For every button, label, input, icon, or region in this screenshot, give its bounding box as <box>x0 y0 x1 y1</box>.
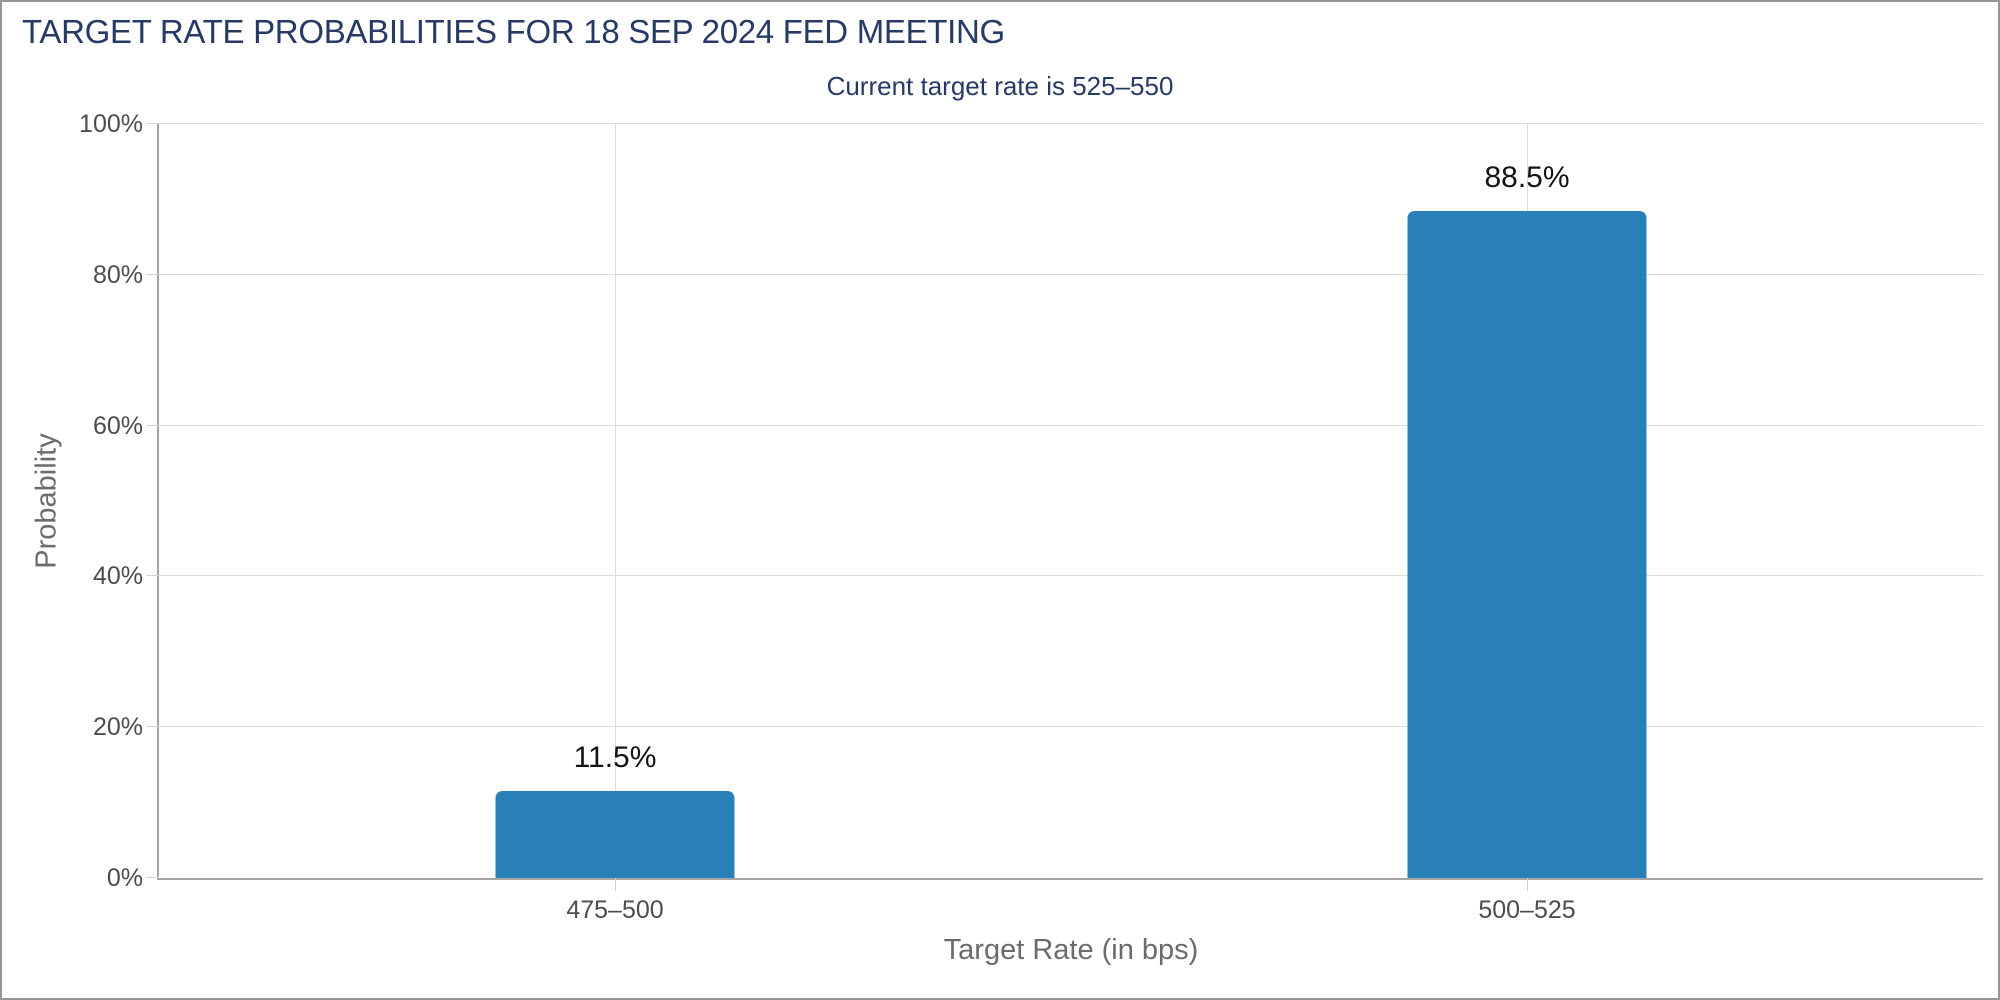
y-tick-label: 40% <box>92 562 143 591</box>
category-slot: 11.5% 475–500 <box>159 124 1071 924</box>
y-axis-title: Probability <box>30 433 63 569</box>
x-tick-label: 500–525 <box>1478 896 1576 924</box>
y-axis-tick <box>146 273 159 275</box>
y-axis-tick <box>146 123 159 124</box>
x-gridline <box>615 124 616 878</box>
y-gridline <box>159 123 1983 124</box>
bar-475–500 <box>495 791 735 878</box>
y-gridline <box>159 273 1983 275</box>
plot-area: Probability Target Rate (in bps) 0% 20% 40… <box>31 111 1983 966</box>
y-tick-label: 100% <box>79 110 143 138</box>
x-axis-tick <box>615 878 616 891</box>
category-slot: 88.5% 500–525 <box>1071 124 1983 924</box>
x-axis-title: Target Rate (in bps) <box>943 934 1199 966</box>
bar-500–525 <box>1407 210 1647 878</box>
x-axis-tick <box>1527 878 1528 891</box>
bar-value-label: 11.5% <box>573 741 657 775</box>
y-tick-label: 0% <box>106 864 143 892</box>
y-tick-label: 80% <box>92 260 143 289</box>
x-tick-label: 475–500 <box>566 896 664 924</box>
y-axis-tick <box>146 424 159 426</box>
y-gridline <box>159 726 1983 728</box>
y-tick-label: 60% <box>92 411 143 440</box>
chart-title: TARGET RATE PROBABILITIES FOR 18 SEP 202… <box>22 13 1005 50</box>
y-gridline <box>159 424 1983 426</box>
y-tick-label: 20% <box>92 713 143 742</box>
y-axis-tick <box>146 575 159 577</box>
chart-subtitle: Current target rate is 525–550 <box>826 71 1174 101</box>
y-axis-tick <box>146 726 159 728</box>
bar-value-label: 88.5% <box>1484 160 1570 194</box>
y-gridline <box>159 575 1983 577</box>
y-axis-tick <box>146 877 159 878</box>
